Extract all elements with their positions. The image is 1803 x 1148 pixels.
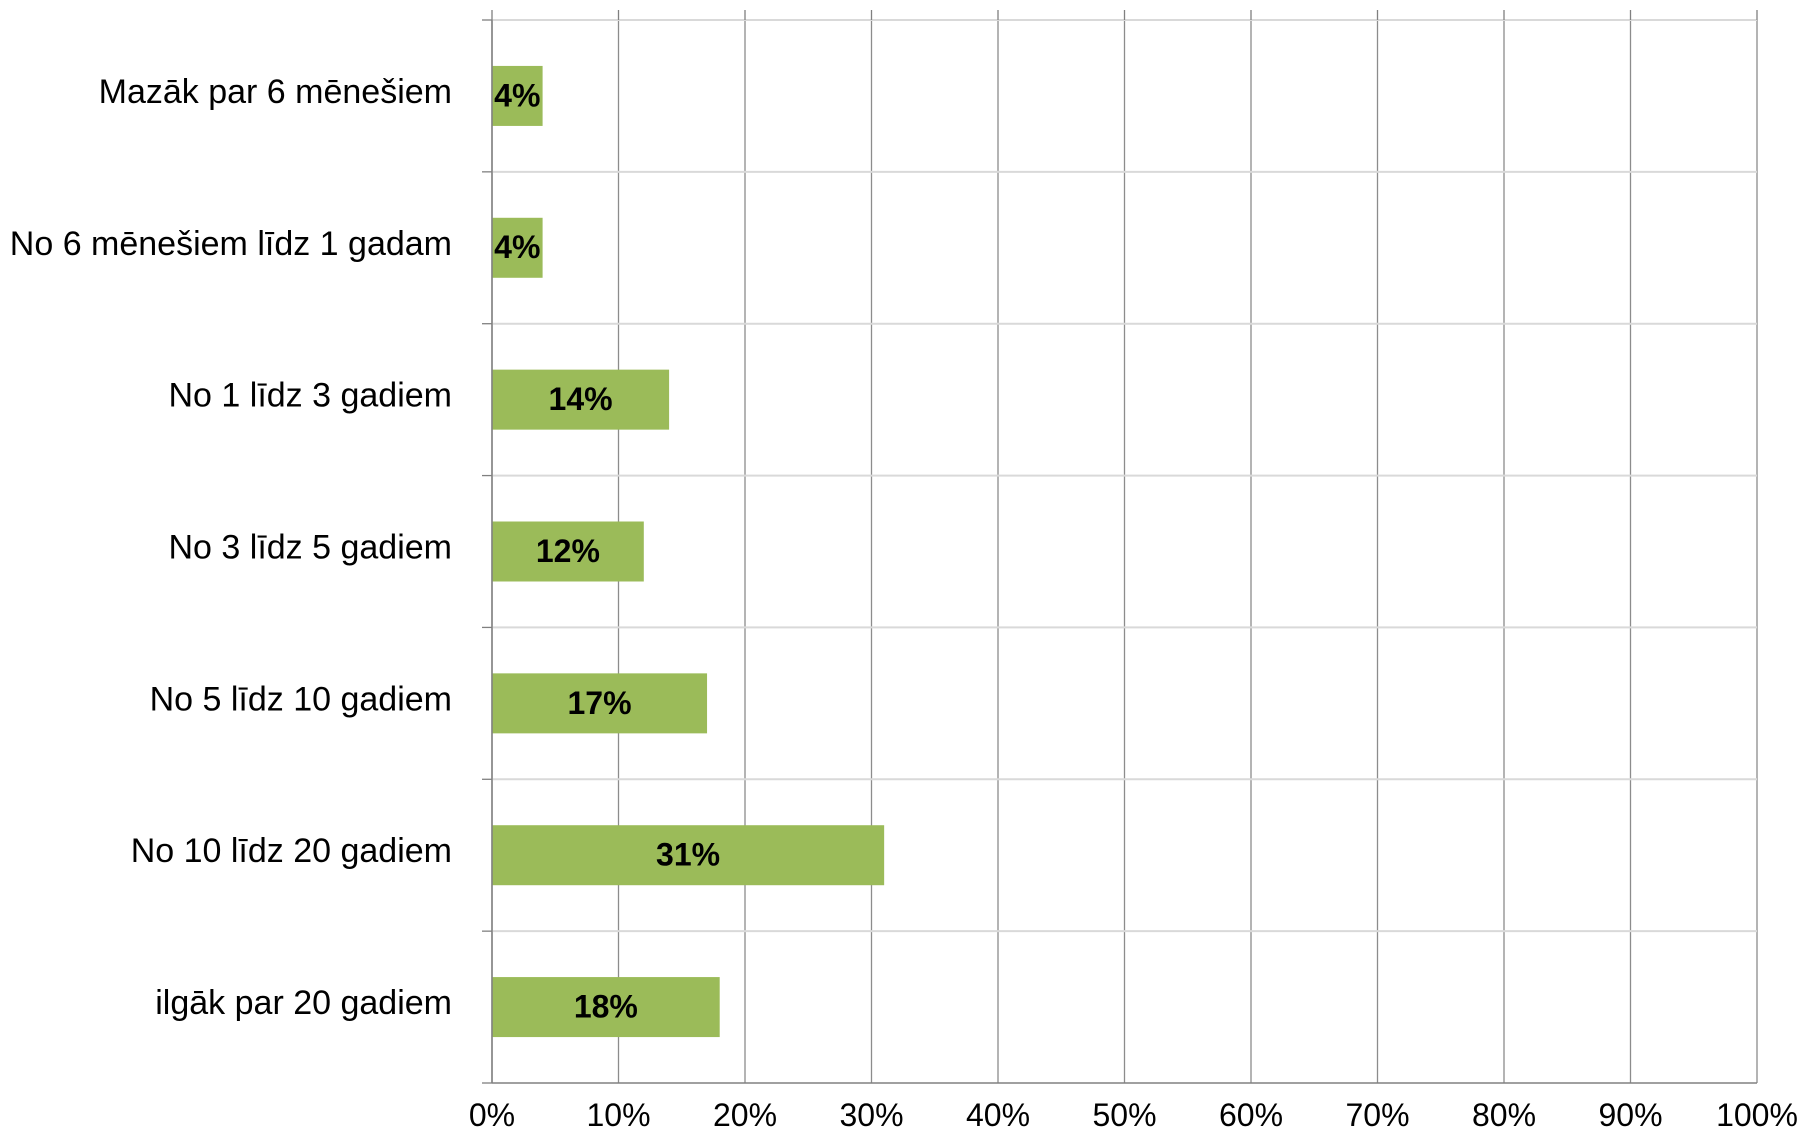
data-label: 12% (536, 533, 600, 569)
labels: 0% 10% 20% 30% 40% 50% 60% 70% 80% 90% 100% Mazāk p… (10, 73, 1798, 1133)
x-tick-label: 30% (839, 1097, 903, 1133)
x-tick-label: 20% (713, 1097, 777, 1133)
bar (492, 65, 543, 126)
category-label: No 10 līdz 20 gadiem (131, 832, 452, 870)
axes (482, 10, 1758, 1084)
bar (492, 673, 708, 734)
x-tick-label: 70% (1345, 1097, 1409, 1133)
x-tick-label: 60% (1219, 1097, 1283, 1133)
category-label: No 1 līdz 3 gadiem (169, 377, 453, 415)
bars (492, 65, 885, 1038)
category-label: ilgāk par 20 gadiem (155, 984, 452, 1022)
x-tick-label: 80% (1472, 1097, 1536, 1133)
x-tick-label: 100% (1716, 1097, 1798, 1133)
x-tick-label: 10% (586, 1097, 650, 1133)
data-label: 31% (656, 837, 720, 873)
bar (492, 217, 543, 278)
x-tick-label: 50% (1092, 1097, 1156, 1133)
category-label: No 3 līdz 5 gadiem (169, 528, 453, 566)
data-label: 18% (574, 989, 638, 1025)
x-tick-label: 90% (1598, 1097, 1662, 1133)
bar (492, 521, 644, 582)
category-label: No 6 mēnešiem līdz 1 gadam (10, 225, 452, 263)
bar (492, 369, 670, 430)
gridlines (491, 19, 1758, 1083)
data-label: 14% (549, 381, 613, 417)
category-label: No 5 līdz 10 gadiem (150, 680, 452, 718)
bar (492, 977, 720, 1038)
category-label: Mazāk par 6 mēnešiem (99, 73, 452, 111)
data-label: 4% (494, 77, 540, 113)
data-label: 4% (494, 229, 540, 265)
x-tick-label: 40% (966, 1097, 1030, 1133)
x-tick-label: 0% (469, 1097, 515, 1133)
data-label: 17% (568, 685, 632, 721)
bar (492, 825, 885, 886)
